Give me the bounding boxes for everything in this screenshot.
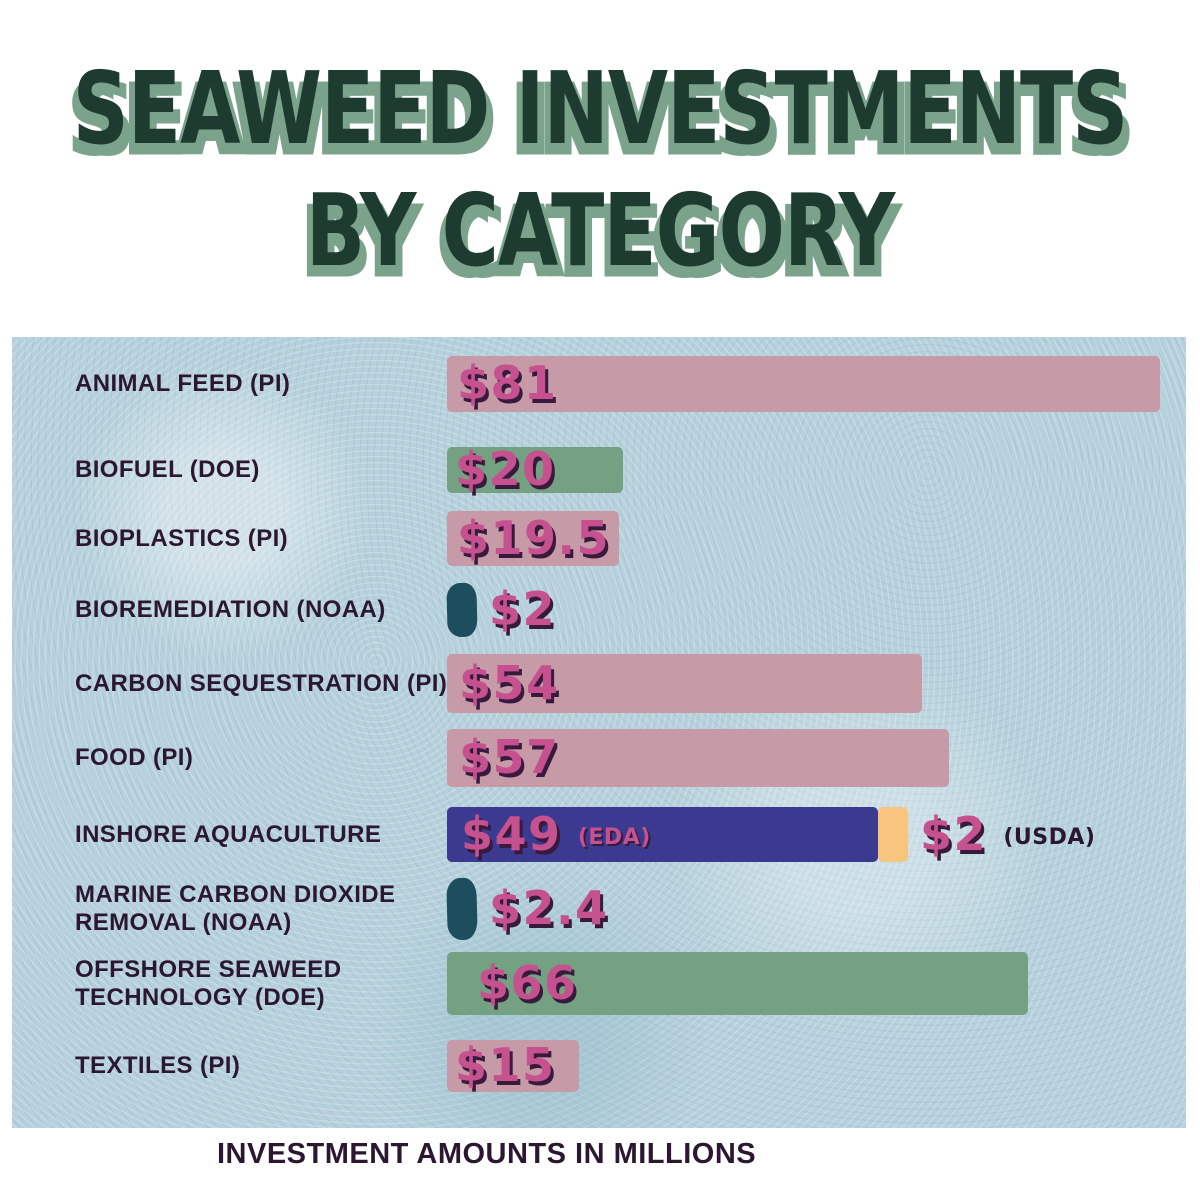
bar-category-label: BIOFUEL (DOE)	[75, 456, 260, 483]
bar-segment-teal	[446, 582, 478, 638]
bar-row: TEXTILES (PI) $15	[12, 1037, 1186, 1092]
bar-value-label: $66	[477, 955, 578, 1010]
bar-category-label: ANIMAL FEED (PI)	[75, 370, 291, 397]
bar-row: OFFSHORE SEAWEED TECHNOLOGY (DOE) $66	[12, 952, 1186, 1015]
bar-category-label: OFFSHORE SEAWEED TECHNOLOGY (DOE)	[75, 955, 342, 1011]
bar-segment-indigo	[447, 807, 878, 862]
bar-segment-green	[447, 952, 1028, 1015]
bar-value-label: $54	[459, 655, 560, 710]
bar-segment-pink	[447, 1040, 579, 1092]
bar-segment-pink	[447, 729, 949, 787]
bar-value-label: $81	[457, 355, 558, 410]
bar-segment-orange	[878, 807, 908, 862]
bar-value-label: $20	[455, 441, 556, 496]
title-line-2: BY CATEGORY	[305, 174, 895, 290]
funding-agency-annotation: (USDA)	[987, 824, 1096, 850]
funding-agency-annotation: (EDA)	[561, 824, 651, 850]
bar-value-label: $2.4	[489, 880, 609, 935]
bar-row: BIOFUEL (DOE) $20	[12, 442, 1186, 496]
bar-row: BIOREMEDIATION (NOAA) $2	[12, 581, 1186, 638]
title-line-1: SEAWEED INVESTMENTS	[72, 52, 1129, 168]
bar-category-label: FOOD (PI)	[75, 744, 194, 771]
bar-segment-pink	[447, 511, 619, 566]
bar-category-label: MARINE CARBON DIOXIDE REMOVAL (NOAA)	[75, 881, 396, 936]
bar-row: FOOD (PI) $57	[12, 729, 1186, 787]
bar-row: INSHORE AQUACULTURE $49 (EDA) $2 (USDA)	[12, 806, 1186, 862]
bar-value-label: $19.5	[457, 510, 611, 565]
bar-segment-pink	[447, 654, 922, 713]
bar-category-label: BIOREMEDIATION (NOAA)	[75, 596, 386, 623]
bar-value-label: $2	[489, 581, 557, 636]
bar-value-label: $2 (USDA)	[920, 806, 1096, 861]
bar-row: CARBON SEQUESTRATION (PI) $54	[12, 654, 1186, 713]
bar-segment-green	[447, 447, 623, 493]
bar-value-label: $57	[459, 729, 560, 784]
bar-row: BIOPLASTICS (PI) $19.5	[12, 510, 1186, 566]
bar-category-label: CARBON SEQUESTRATION (PI)	[75, 669, 448, 697]
bar-segment-teal	[446, 877, 478, 941]
bar-category-label: BIOPLASTICS (PI)	[75, 524, 289, 552]
bar-category-label: INSHORE AQUACULTURE	[75, 820, 382, 848]
bar-value-label: $49 (EDA)	[461, 806, 651, 861]
footer-caption: INVESTMENT AMOUNTS IN MILLIONS	[217, 1138, 757, 1170]
bar-row: MARINE CARBON DIOXIDE REMOVAL (NOAA) $2.4	[12, 877, 1186, 941]
bar-category-label: TEXTILES (PI)	[75, 1052, 241, 1079]
bar-chart-canvas: ANIMAL FEED (PI) $81 BIOFUEL (DOE) $20 BIOPL…	[12, 337, 1186, 1128]
bar-segment-pink	[447, 356, 1160, 412]
bar-value-label: $15	[455, 1037, 556, 1092]
chart-title: SEAWEED INVESTMENTS BY CATEGORY	[0, 0, 1200, 300]
bar-row: ANIMAL FEED (PI) $81	[12, 356, 1186, 412]
